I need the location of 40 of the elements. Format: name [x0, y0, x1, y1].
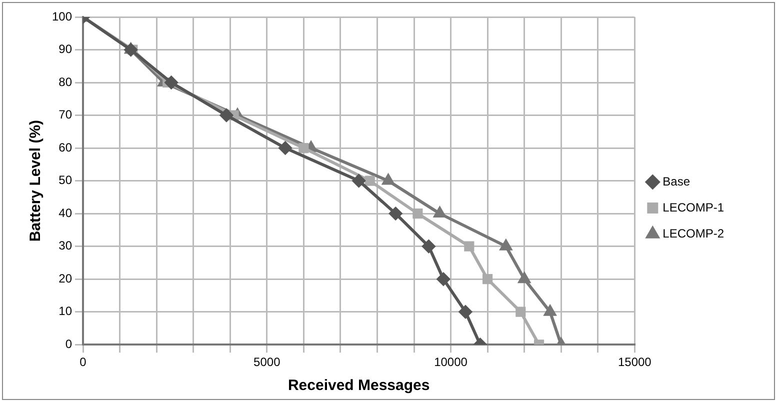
x-tick-label: 10000 — [434, 355, 468, 370]
legend-label: LECOMP-2 — [662, 226, 724, 240]
point — [389, 207, 402, 220]
legend-label: LECOMP-1 — [662, 200, 724, 214]
y-tick-label: 90 — [58, 42, 72, 56]
y-tick-label: 70 — [58, 108, 72, 122]
point — [464, 241, 474, 252]
y-tick-label: 50 — [58, 173, 72, 188]
x-tick-label: 15000 — [618, 355, 652, 370]
y-tick-label: 100 — [52, 9, 72, 24]
x-tick-label: 0 — [80, 355, 87, 370]
point — [124, 43, 138, 56]
y-tick-label: 10 — [58, 304, 72, 318]
point — [434, 207, 446, 218]
x-tick-label: 5000 — [254, 355, 281, 370]
y-tick-label: 40 — [58, 206, 72, 220]
legend-label: Base — [662, 174, 690, 188]
y-tick-label: 30 — [58, 238, 72, 253]
y-tick-label: 80 — [58, 74, 72, 89]
y-tick-label: 20 — [58, 271, 72, 286]
point — [436, 272, 450, 286]
point — [516, 306, 526, 317]
point — [220, 108, 233, 122]
point — [364, 176, 375, 186]
point — [500, 240, 512, 250]
point — [544, 305, 556, 316]
point — [352, 174, 366, 188]
point — [458, 305, 472, 318]
point — [412, 208, 423, 219]
point — [382, 174, 394, 185]
point — [164, 76, 178, 90]
y-tick-label: 0 — [65, 336, 72, 351]
point — [518, 272, 530, 284]
point — [482, 274, 493, 284]
point — [278, 142, 292, 155]
point — [422, 240, 436, 253]
point — [298, 143, 309, 154]
y-tick-label: 60 — [58, 140, 72, 154]
y-axis-title: Battery Level (%) — [27, 120, 44, 242]
x-axis-title: Received Messages — [288, 377, 430, 394]
